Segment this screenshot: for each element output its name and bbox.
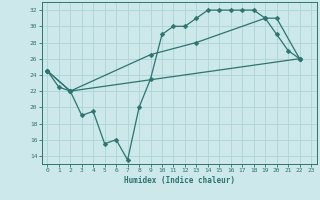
X-axis label: Humidex (Indice chaleur): Humidex (Indice chaleur) (124, 176, 235, 185)
